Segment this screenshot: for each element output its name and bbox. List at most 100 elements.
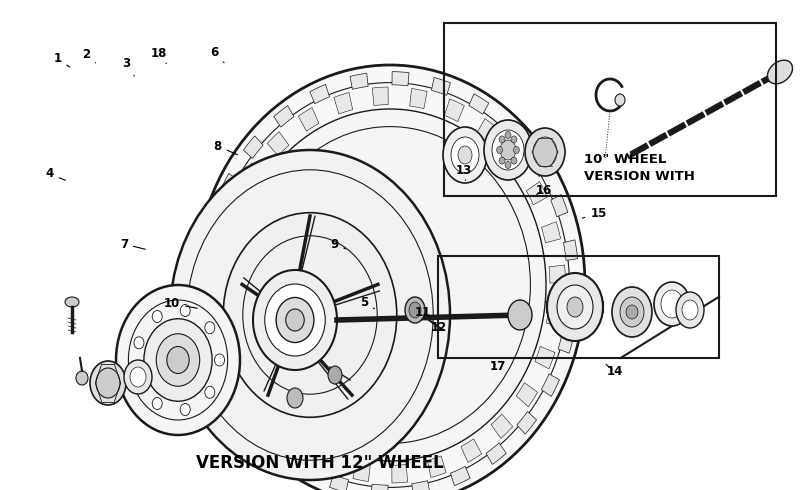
Ellipse shape [492,130,524,170]
Ellipse shape [505,131,511,139]
Text: 17: 17 [490,360,506,373]
Polygon shape [491,414,513,439]
Ellipse shape [287,388,303,408]
Ellipse shape [547,273,603,341]
Text: 9: 9 [330,238,346,250]
Text: 16: 16 [536,184,552,196]
Ellipse shape [626,305,638,319]
Ellipse shape [525,128,565,176]
Polygon shape [542,221,561,243]
Polygon shape [427,456,446,478]
Polygon shape [233,365,254,389]
Polygon shape [445,99,464,122]
Ellipse shape [676,292,704,328]
Polygon shape [378,150,422,212]
Polygon shape [546,307,564,327]
Ellipse shape [286,309,304,331]
Ellipse shape [767,60,793,84]
Polygon shape [517,412,537,434]
Ellipse shape [661,290,683,318]
Ellipse shape [508,300,532,330]
Ellipse shape [195,65,585,490]
Polygon shape [212,353,230,375]
Ellipse shape [511,157,517,164]
Ellipse shape [170,150,450,480]
Polygon shape [412,481,430,490]
Polygon shape [267,132,289,156]
Text: 10" WHEEL: 10" WHEEL [584,153,666,166]
Polygon shape [310,84,330,104]
Polygon shape [291,456,311,476]
Ellipse shape [500,140,516,160]
Ellipse shape [499,136,505,143]
Text: 7: 7 [120,238,146,250]
Ellipse shape [223,213,397,417]
Ellipse shape [214,354,225,366]
Ellipse shape [481,288,499,306]
Polygon shape [231,393,250,416]
Text: 5: 5 [360,296,374,309]
Text: 1: 1 [54,52,70,67]
Ellipse shape [450,280,468,298]
Polygon shape [258,428,278,450]
Polygon shape [371,484,388,490]
Ellipse shape [505,162,511,169]
Polygon shape [221,173,238,196]
Ellipse shape [427,195,446,213]
Text: 4: 4 [46,168,66,180]
Bar [438,256,719,358]
Ellipse shape [130,367,146,387]
Polygon shape [566,287,579,307]
Ellipse shape [682,300,698,320]
Ellipse shape [419,226,437,244]
Polygon shape [201,264,214,283]
Ellipse shape [65,297,79,307]
Ellipse shape [484,120,532,180]
Ellipse shape [116,285,240,435]
Ellipse shape [210,83,570,488]
Ellipse shape [134,371,144,383]
Polygon shape [372,87,388,105]
Polygon shape [353,461,370,482]
Ellipse shape [533,137,557,167]
Ellipse shape [409,302,421,318]
Polygon shape [254,399,276,423]
Ellipse shape [499,157,505,164]
Polygon shape [214,287,231,305]
Polygon shape [410,89,427,109]
Ellipse shape [152,397,162,410]
Ellipse shape [512,172,530,190]
Ellipse shape [427,257,446,275]
Polygon shape [219,327,238,348]
Ellipse shape [134,337,144,349]
Ellipse shape [180,304,190,317]
Ellipse shape [481,164,499,182]
Text: 12: 12 [430,321,446,334]
Polygon shape [274,105,294,127]
Ellipse shape [144,319,212,401]
Ellipse shape [654,282,690,326]
Ellipse shape [615,94,625,106]
Polygon shape [535,346,555,369]
Polygon shape [550,195,568,217]
Ellipse shape [534,257,553,275]
Ellipse shape [156,334,200,386]
Text: 10: 10 [164,297,198,310]
Ellipse shape [405,297,425,323]
Polygon shape [316,448,335,471]
Text: 13: 13 [456,164,472,180]
Text: 15: 15 [582,207,606,220]
Ellipse shape [476,221,504,249]
Ellipse shape [234,109,546,461]
Text: 14: 14 [606,365,622,378]
Ellipse shape [443,127,487,183]
Polygon shape [516,383,538,407]
Polygon shape [392,465,408,483]
Text: VERSION WITH: VERSION WITH [584,170,695,183]
Polygon shape [549,265,566,283]
Polygon shape [350,73,368,89]
Polygon shape [206,217,222,238]
Ellipse shape [167,346,189,373]
Polygon shape [526,182,547,205]
Polygon shape [242,163,264,187]
